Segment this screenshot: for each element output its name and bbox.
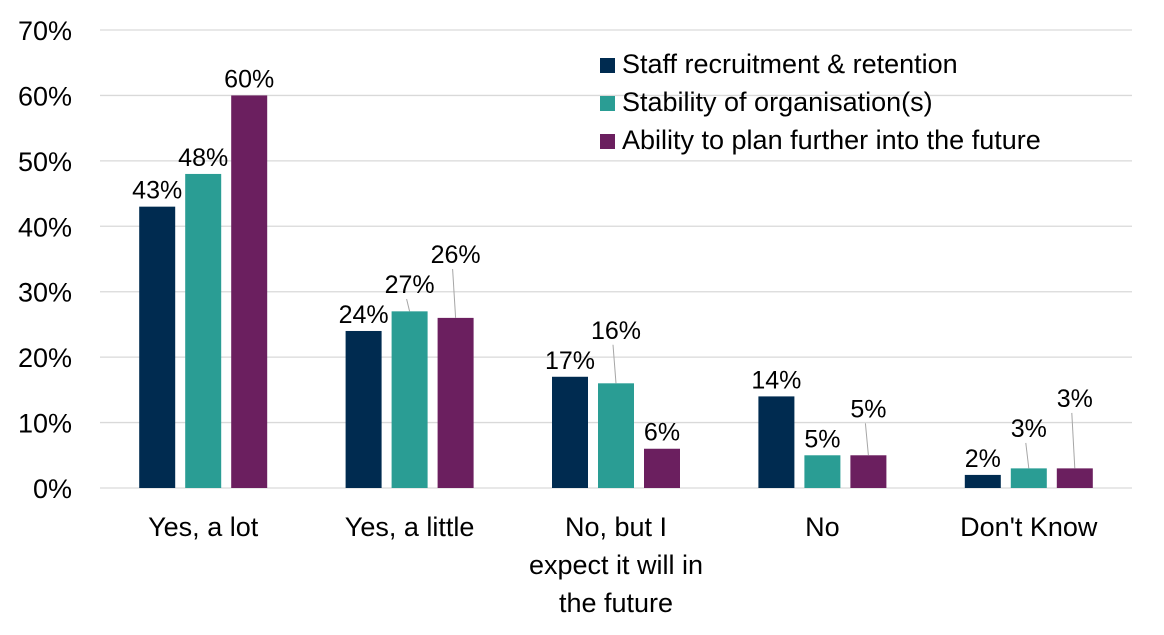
legend-swatch: [600, 96, 615, 111]
x-tick-label: Don't Know: [960, 512, 1098, 542]
data-label: 60%: [224, 65, 274, 93]
data-label: 2%: [965, 445, 1001, 473]
legend-item: Ability to plan further into the future: [600, 125, 1041, 155]
data-label: 43%: [132, 177, 182, 205]
bar: [1010, 468, 1047, 488]
x-tick-label: Yes, a little: [345, 512, 475, 542]
bar: [391, 311, 428, 488]
legend-label: Stability of organisation(s): [622, 87, 933, 117]
x-tick-label: No, but I: [565, 512, 667, 542]
data-label: 26%: [431, 241, 481, 269]
leader-line: [406, 298, 411, 312]
data-label: 24%: [339, 301, 389, 329]
bar: [437, 317, 474, 488]
bar: [139, 206, 176, 488]
x-axis: Yes, a lot Yes, a little No, but I expect i…: [148, 512, 1098, 618]
bar: [598, 383, 634, 488]
y-tick-label: 0%: [33, 474, 72, 504]
leader-line: [1071, 412, 1076, 469]
data-label: 3%: [1011, 415, 1047, 443]
legend-item: Stability of organisation(s): [600, 87, 933, 117]
data-label: 5%: [804, 425, 840, 453]
y-tick-label: 60%: [18, 81, 72, 111]
leader-line: [452, 268, 457, 318]
bar: [552, 376, 588, 488]
leader-line: [864, 423, 869, 456]
legend: Staff recruitment & retention Stability o…: [600, 49, 1041, 155]
data-label: 14%: [751, 366, 801, 394]
y-tick-label: 20%: [18, 343, 72, 373]
bar: [964, 474, 1001, 488]
bar: [345, 330, 382, 488]
y-axis: 0% 10% 20% 30% 40% 50% 60% 70%: [18, 16, 72, 504]
data-label: 5%: [850, 395, 886, 423]
data-label: 16%: [591, 317, 641, 345]
y-tick-label: 40%: [18, 212, 72, 242]
y-tick-label: 50%: [18, 147, 72, 177]
bar: [850, 455, 887, 488]
data-label: 48%: [178, 144, 228, 172]
x-tick-label: the future: [559, 588, 673, 618]
x-tick-label: Yes, a lot: [148, 512, 259, 542]
bars: [139, 95, 1093, 488]
bar: [644, 448, 680, 488]
x-tick-label: expect it will in: [529, 550, 703, 580]
y-tick-label: 30%: [18, 278, 72, 308]
data-label: 6%: [644, 419, 680, 447]
legend-swatch: [600, 134, 615, 149]
x-tick-label: No: [805, 512, 840, 542]
legend-label: Staff recruitment & retention: [622, 49, 958, 79]
data-label: 27%: [385, 271, 435, 299]
leader-line: [1025, 442, 1030, 469]
legend-item: Staff recruitment & retention: [600, 49, 958, 79]
bar: [758, 396, 795, 488]
leader-line: [612, 344, 617, 384]
legend-swatch: [600, 58, 615, 73]
bar: [231, 95, 268, 488]
legend-label: Ability to plan further into the future: [622, 125, 1041, 155]
bar: [185, 173, 222, 488]
gridlines: [100, 29, 1132, 489]
bar: [1056, 468, 1093, 488]
data-labels: 43% 48% 60% 24%27%26% 17%16% 6% 14% 5% 5% 2% 3% 3%: [132, 65, 1093, 472]
data-label: 3%: [1057, 385, 1093, 413]
y-tick-label: 70%: [18, 16, 72, 46]
data-label: 17%: [545, 347, 595, 375]
y-tick-label: 10%: [18, 409, 72, 439]
bar: [804, 455, 841, 488]
